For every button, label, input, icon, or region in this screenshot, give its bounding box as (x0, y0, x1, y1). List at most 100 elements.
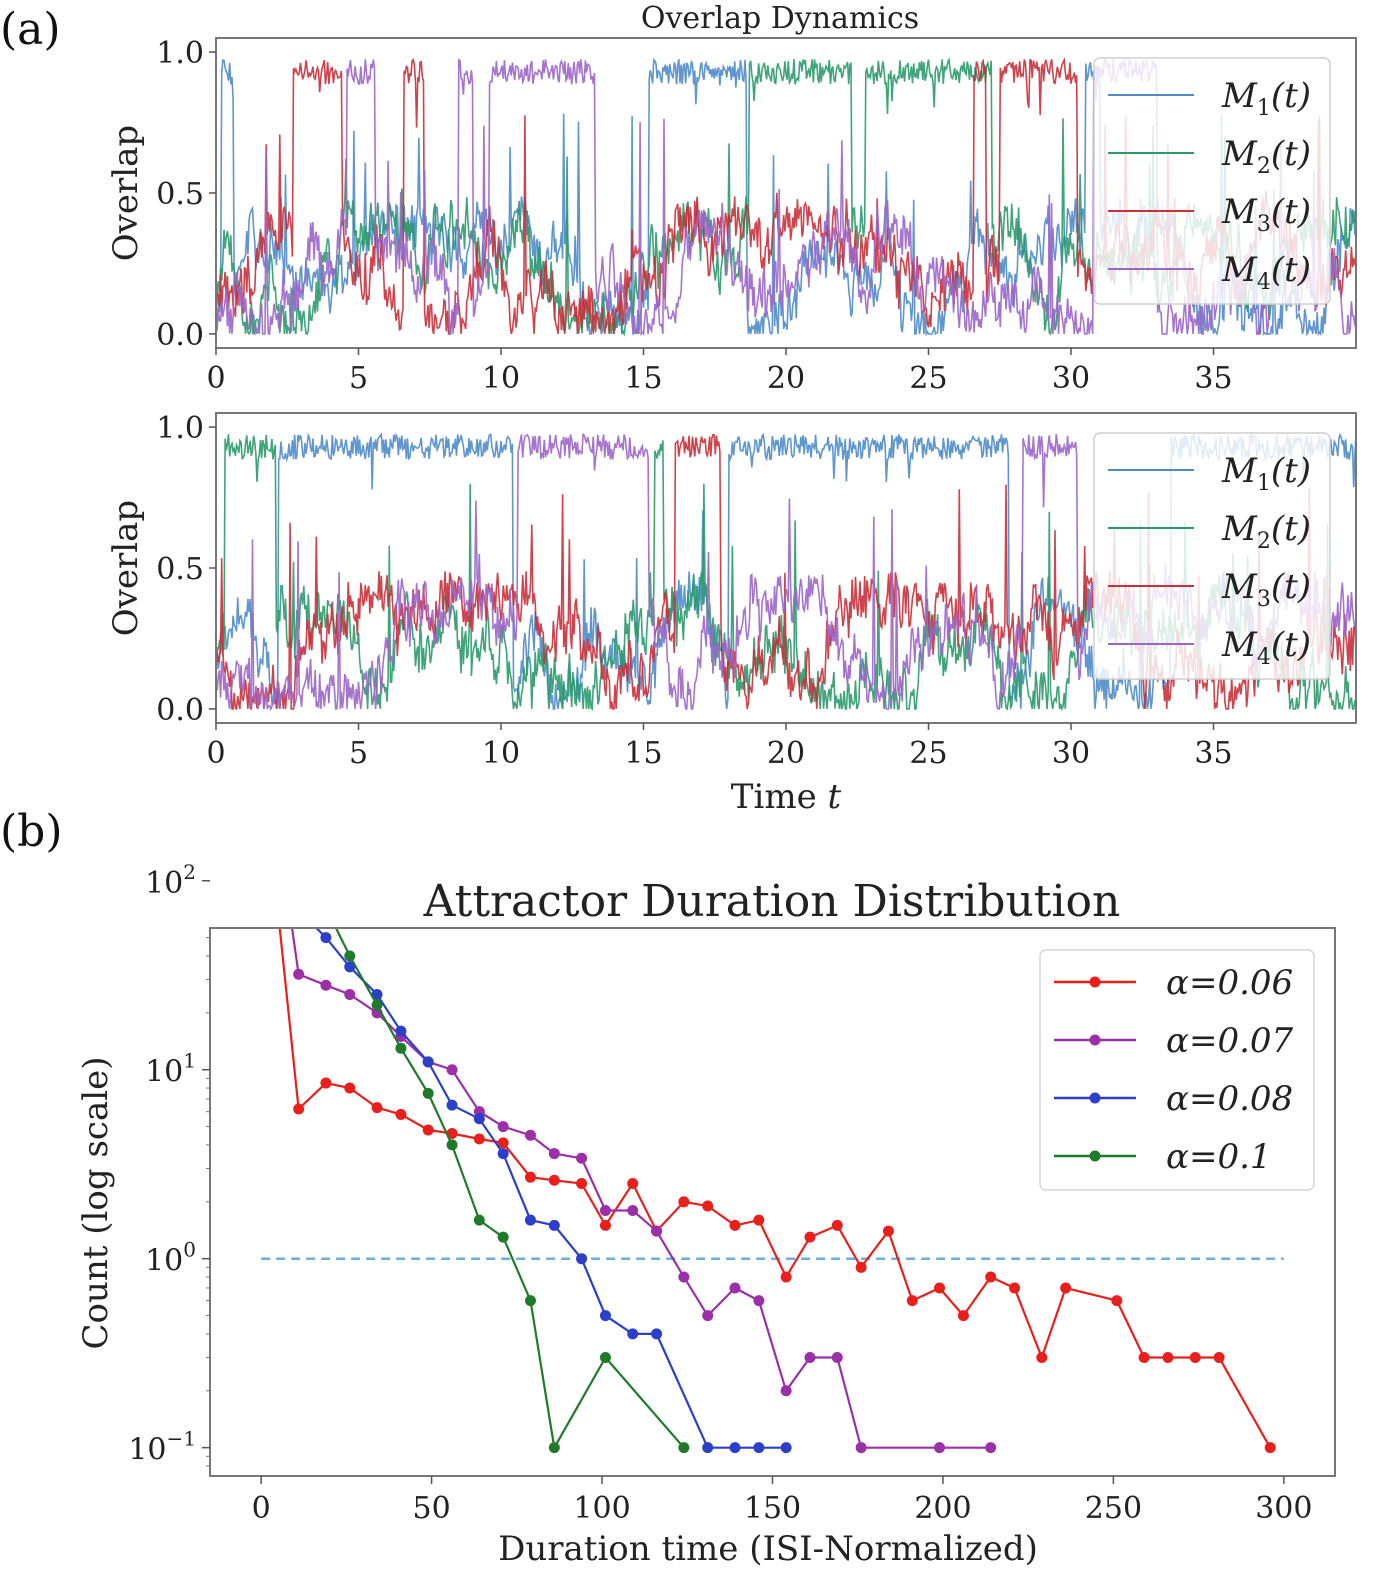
legend-box (1093, 432, 1331, 680)
y-tick-label: 0.5 (156, 177, 204, 212)
data-point (320, 1077, 332, 1089)
data-point (1162, 1351, 1174, 1363)
series-line-m3 (216, 433, 1356, 711)
data-point (753, 1214, 765, 1226)
time-xlabel-main: Time (731, 777, 828, 817)
y-tick-label: 1.0 (156, 36, 204, 71)
data-point (293, 968, 305, 980)
data-point (344, 950, 356, 962)
data-point (804, 1231, 816, 1243)
duration-xlabel: Duration time (ISI-Normalized) (498, 1529, 1038, 1569)
data-point (804, 1351, 816, 1363)
data-point (729, 1219, 741, 1231)
data-point (422, 1087, 434, 1099)
legend-marker (1089, 976, 1101, 988)
legend-label-m3: M3(t) (1221, 192, 1311, 237)
duration-legend: α=0.06 α=0.07 α=0.08 α=0.1 (1039, 949, 1315, 1191)
series-line-3 (334, 928, 685, 1451)
series-line-m4 (216, 56, 1356, 337)
overlap-plot-title: Overlap Dynamics (641, 1, 919, 36)
y-tick-label: 0.5 (156, 552, 204, 587)
data-point (599, 1219, 611, 1231)
y-tick-label: 10−1 (128, 1427, 196, 1468)
overlap-plot-top: Overlap Dynamics 0 5 10 15 20 25 30 35 0.0 0.5 1.0… (106, 1, 1357, 396)
data-point (269, 800, 280, 811)
series-line-2 (314, 928, 787, 1449)
duration-lines (261, 752, 1284, 1454)
x-tick-label: 0 (206, 736, 225, 771)
x-tick-label: 10 (482, 736, 520, 771)
data-point (344, 961, 356, 973)
legend-label: α=0.1 (1166, 1137, 1272, 1177)
y-tick-label: 0.0 (156, 318, 204, 353)
data-point (702, 1442, 714, 1454)
x-tick-label: 30 (1052, 361, 1090, 396)
legend-label-m4: M4(t) (1221, 625, 1311, 670)
x-tick-label: 30 (1052, 736, 1090, 771)
data-point (293, 905, 304, 916)
x-tick-label: 5 (349, 361, 368, 396)
x-tick-label: 20 (767, 361, 805, 396)
data-point (524, 1129, 536, 1141)
data-point (1036, 1351, 1048, 1363)
x-tick-label: 250 (1085, 1491, 1142, 1526)
overlap-top-ylabel: Overlap (106, 125, 146, 261)
time-xlabel-var: t (828, 777, 842, 817)
duration-axes: 0 50 100 150 200 250 300 10−1 100 101 102 (128, 860, 1312, 1526)
y-tick-label: 100 (145, 1238, 196, 1279)
x-tick-label: 25 (909, 361, 947, 396)
data-point (395, 1042, 407, 1054)
x-tick-label: 150 (744, 1491, 801, 1526)
data-point (1009, 1282, 1021, 1294)
legend-box (1093, 57, 1331, 305)
legend-marker (1089, 1034, 1101, 1046)
data-point (269, 752, 280, 763)
data-point (753, 1295, 765, 1307)
panel-label-a: (a) (0, 4, 61, 55)
data-point (497, 1137, 509, 1149)
data-point (473, 1113, 485, 1125)
data-point (599, 1204, 611, 1216)
data-point (780, 1385, 792, 1397)
data-point (906, 1295, 918, 1307)
data-point (729, 1282, 741, 1294)
data-point (497, 1231, 509, 1243)
data-point (548, 1442, 560, 1454)
y-tick-label: 102 (145, 860, 196, 901)
data-point (957, 1310, 969, 1322)
overlap-bottom-axes: 0 5 10 15 20 25 30 35 0.0 0.5 1.0 (156, 411, 1232, 771)
overlap-top-legend: M1(t) M2(t) M3(t) M4(t) (1093, 57, 1331, 305)
duration-plot-title: Attractor Duration Distribution (423, 876, 1121, 927)
data-point (473, 1133, 485, 1145)
x-tick-label: 15 (624, 361, 662, 396)
x-tick-label: 20 (767, 736, 805, 771)
data-point (497, 1148, 509, 1160)
series-line-1 (290, 928, 991, 1449)
legend-label-m2: M2(t) (1221, 509, 1311, 554)
data-point (627, 1328, 639, 1340)
data-point (1111, 1295, 1123, 1307)
data-point (651, 1225, 663, 1237)
data-point (293, 1103, 305, 1115)
data-point (855, 1442, 867, 1454)
y-tick-label: 1.0 (156, 411, 204, 446)
data-point (473, 1214, 485, 1226)
series-line-m1 (216, 431, 1356, 710)
legend-box (1039, 949, 1315, 1191)
legend-label: α=0.08 (1166, 1079, 1293, 1119)
x-tick-label: 0 (206, 361, 225, 396)
data-point (780, 1271, 792, 1283)
overlap-bottom-ylabel: Overlap (106, 500, 146, 636)
data-point (548, 1174, 560, 1186)
data-point (497, 1121, 509, 1133)
data-point (446, 1064, 458, 1076)
data-point (371, 989, 383, 1001)
data-point (320, 932, 332, 944)
y-tick-label: 0.0 (156, 693, 204, 728)
data-point (780, 1442, 792, 1454)
data-point (1213, 1351, 1225, 1363)
data-point (702, 1200, 714, 1212)
legend-label: α=0.06 (1166, 963, 1293, 1003)
data-point (524, 1171, 536, 1183)
data-point (1138, 1351, 1150, 1363)
